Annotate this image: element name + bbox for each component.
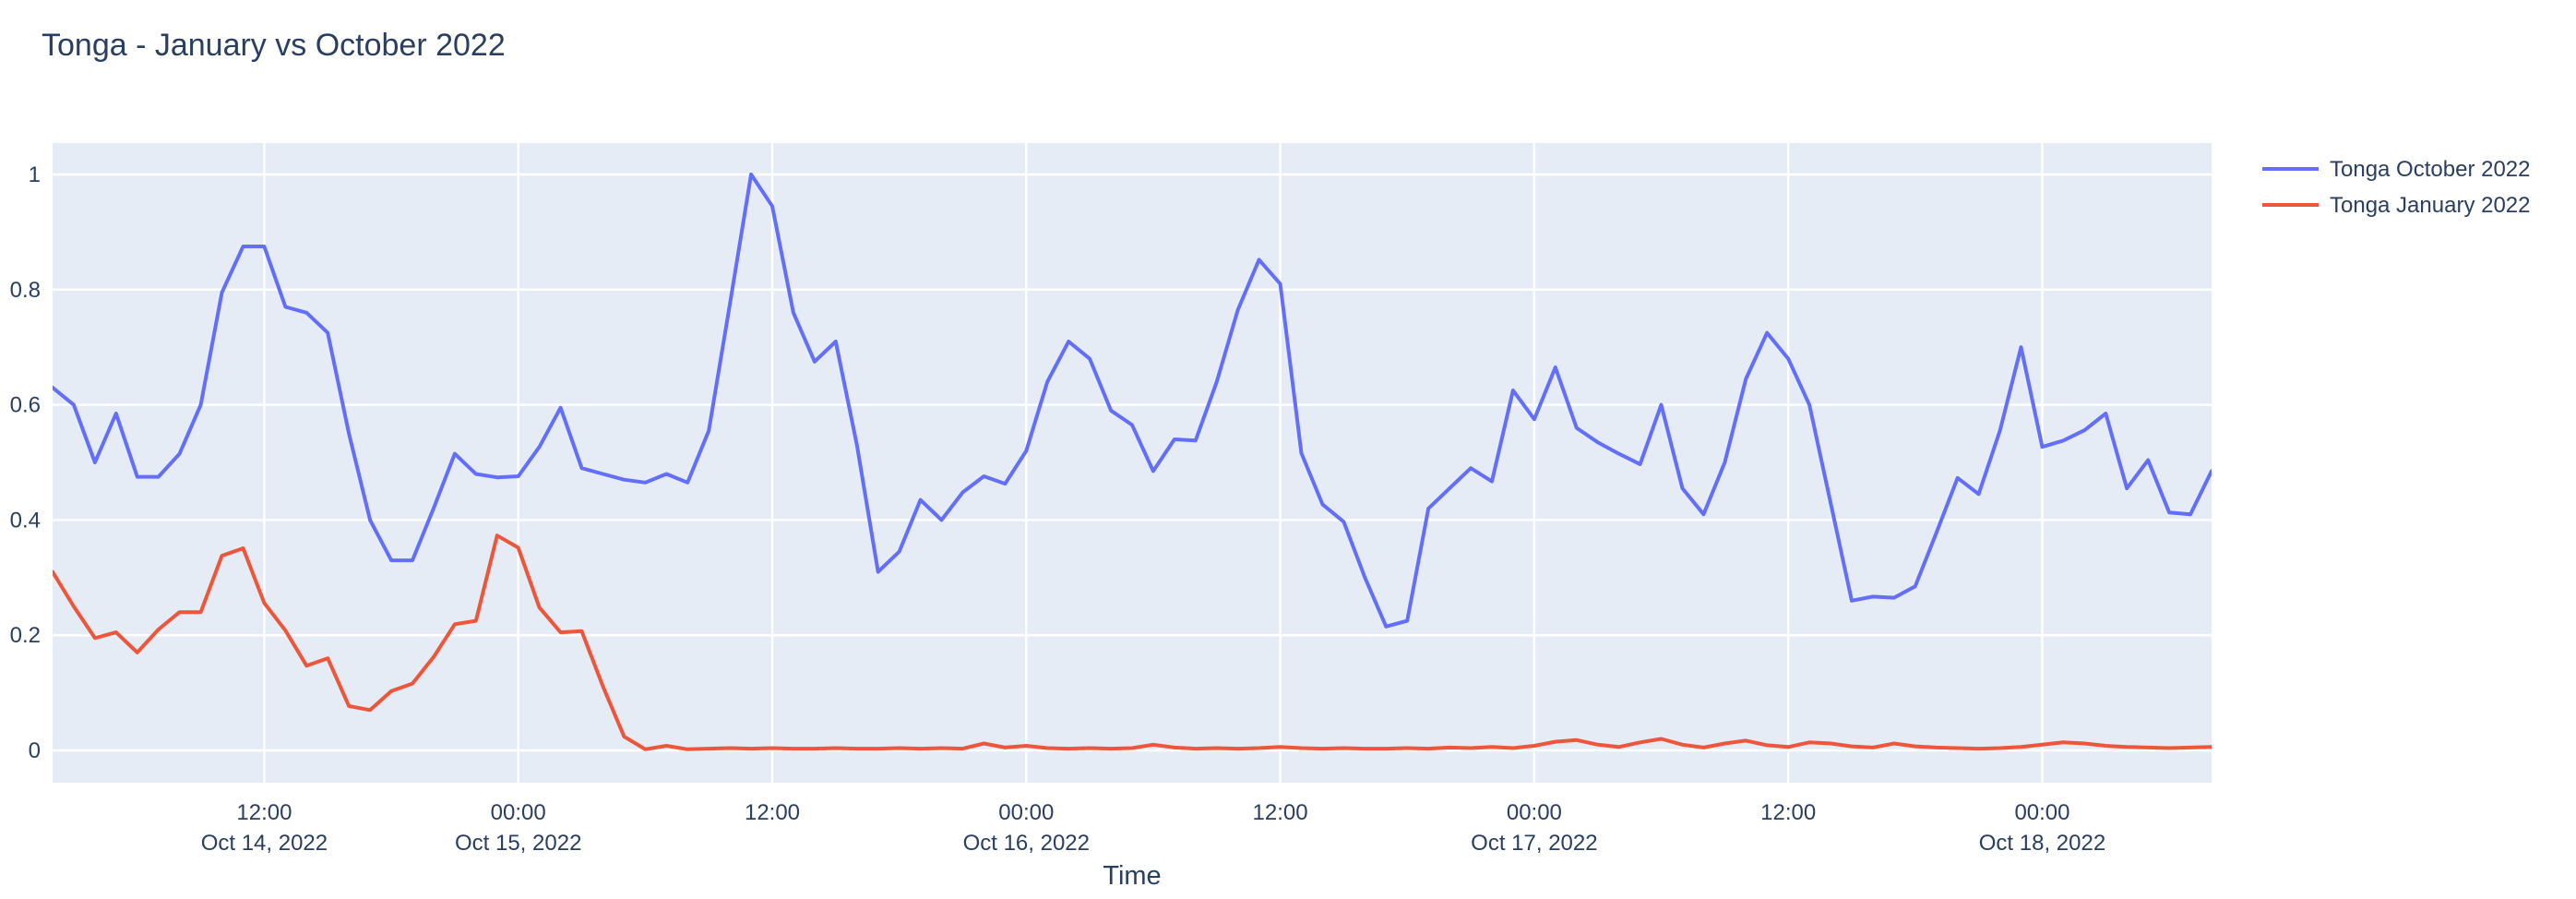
y-tick-label: 0.4 bbox=[10, 508, 41, 533]
legend-label: Tonga January 2022 bbox=[2330, 193, 2531, 218]
series-line-tonga-january-2022[interactable] bbox=[53, 533, 2212, 751]
series-line-tonga-october-2022[interactable] bbox=[53, 173, 2212, 629]
x-tick-time-label: 12:00 bbox=[745, 800, 800, 825]
x-axis-tick-labels: 12:00 Oct 14, 2022 00:00 Oct 15, 2022 12:00 0… bbox=[201, 800, 2105, 856]
chart-title: Tonga - January vs October 2022 bbox=[42, 28, 506, 63]
x-tick-time-label: 00:00 bbox=[1507, 800, 1562, 825]
x-tick-date-label: Oct 15, 2022 bbox=[455, 831, 581, 856]
x-tick-time-label: 12:00 bbox=[236, 800, 292, 825]
x-tick-date-label: Oct 18, 2022 bbox=[1979, 831, 2105, 856]
plot-area[interactable] bbox=[53, 143, 2212, 783]
x-tick-time-label: 00:00 bbox=[2014, 800, 2069, 825]
x-tick-time-label: 12:00 bbox=[1253, 800, 1308, 825]
y-tick-label: 1 bbox=[29, 162, 41, 187]
x-tick-time-label: 00:00 bbox=[998, 800, 1054, 825]
legend: Tonga October 2022 Tonga January 2022 bbox=[2262, 157, 2531, 218]
y-tick-label: 0 bbox=[29, 738, 41, 763]
y-axis-tick-labels: 0 0.2 0.4 0.6 0.8 1 bbox=[10, 162, 41, 763]
x-axis-title: Time bbox=[1103, 861, 1161, 891]
gridlines bbox=[53, 143, 2212, 783]
x-tick-date-label: Oct 14, 2022 bbox=[201, 831, 328, 856]
legend-item-tonga-october-2022[interactable]: Tonga October 2022 bbox=[2262, 157, 2531, 182]
y-tick-label: 0.8 bbox=[10, 278, 41, 303]
y-tick-label: 0.2 bbox=[10, 623, 41, 648]
x-tick-date-label: Oct 17, 2022 bbox=[1471, 831, 1597, 856]
y-tick-label: 0.6 bbox=[10, 393, 41, 418]
legend-item-tonga-january-2022[interactable]: Tonga January 2022 bbox=[2262, 193, 2531, 218]
legend-label: Tonga October 2022 bbox=[2330, 157, 2531, 182]
x-tick-time-label: 12:00 bbox=[1760, 800, 1816, 825]
x-tick-time-label: 00:00 bbox=[491, 800, 546, 825]
x-tick-date-label: Oct 16, 2022 bbox=[963, 831, 1090, 856]
